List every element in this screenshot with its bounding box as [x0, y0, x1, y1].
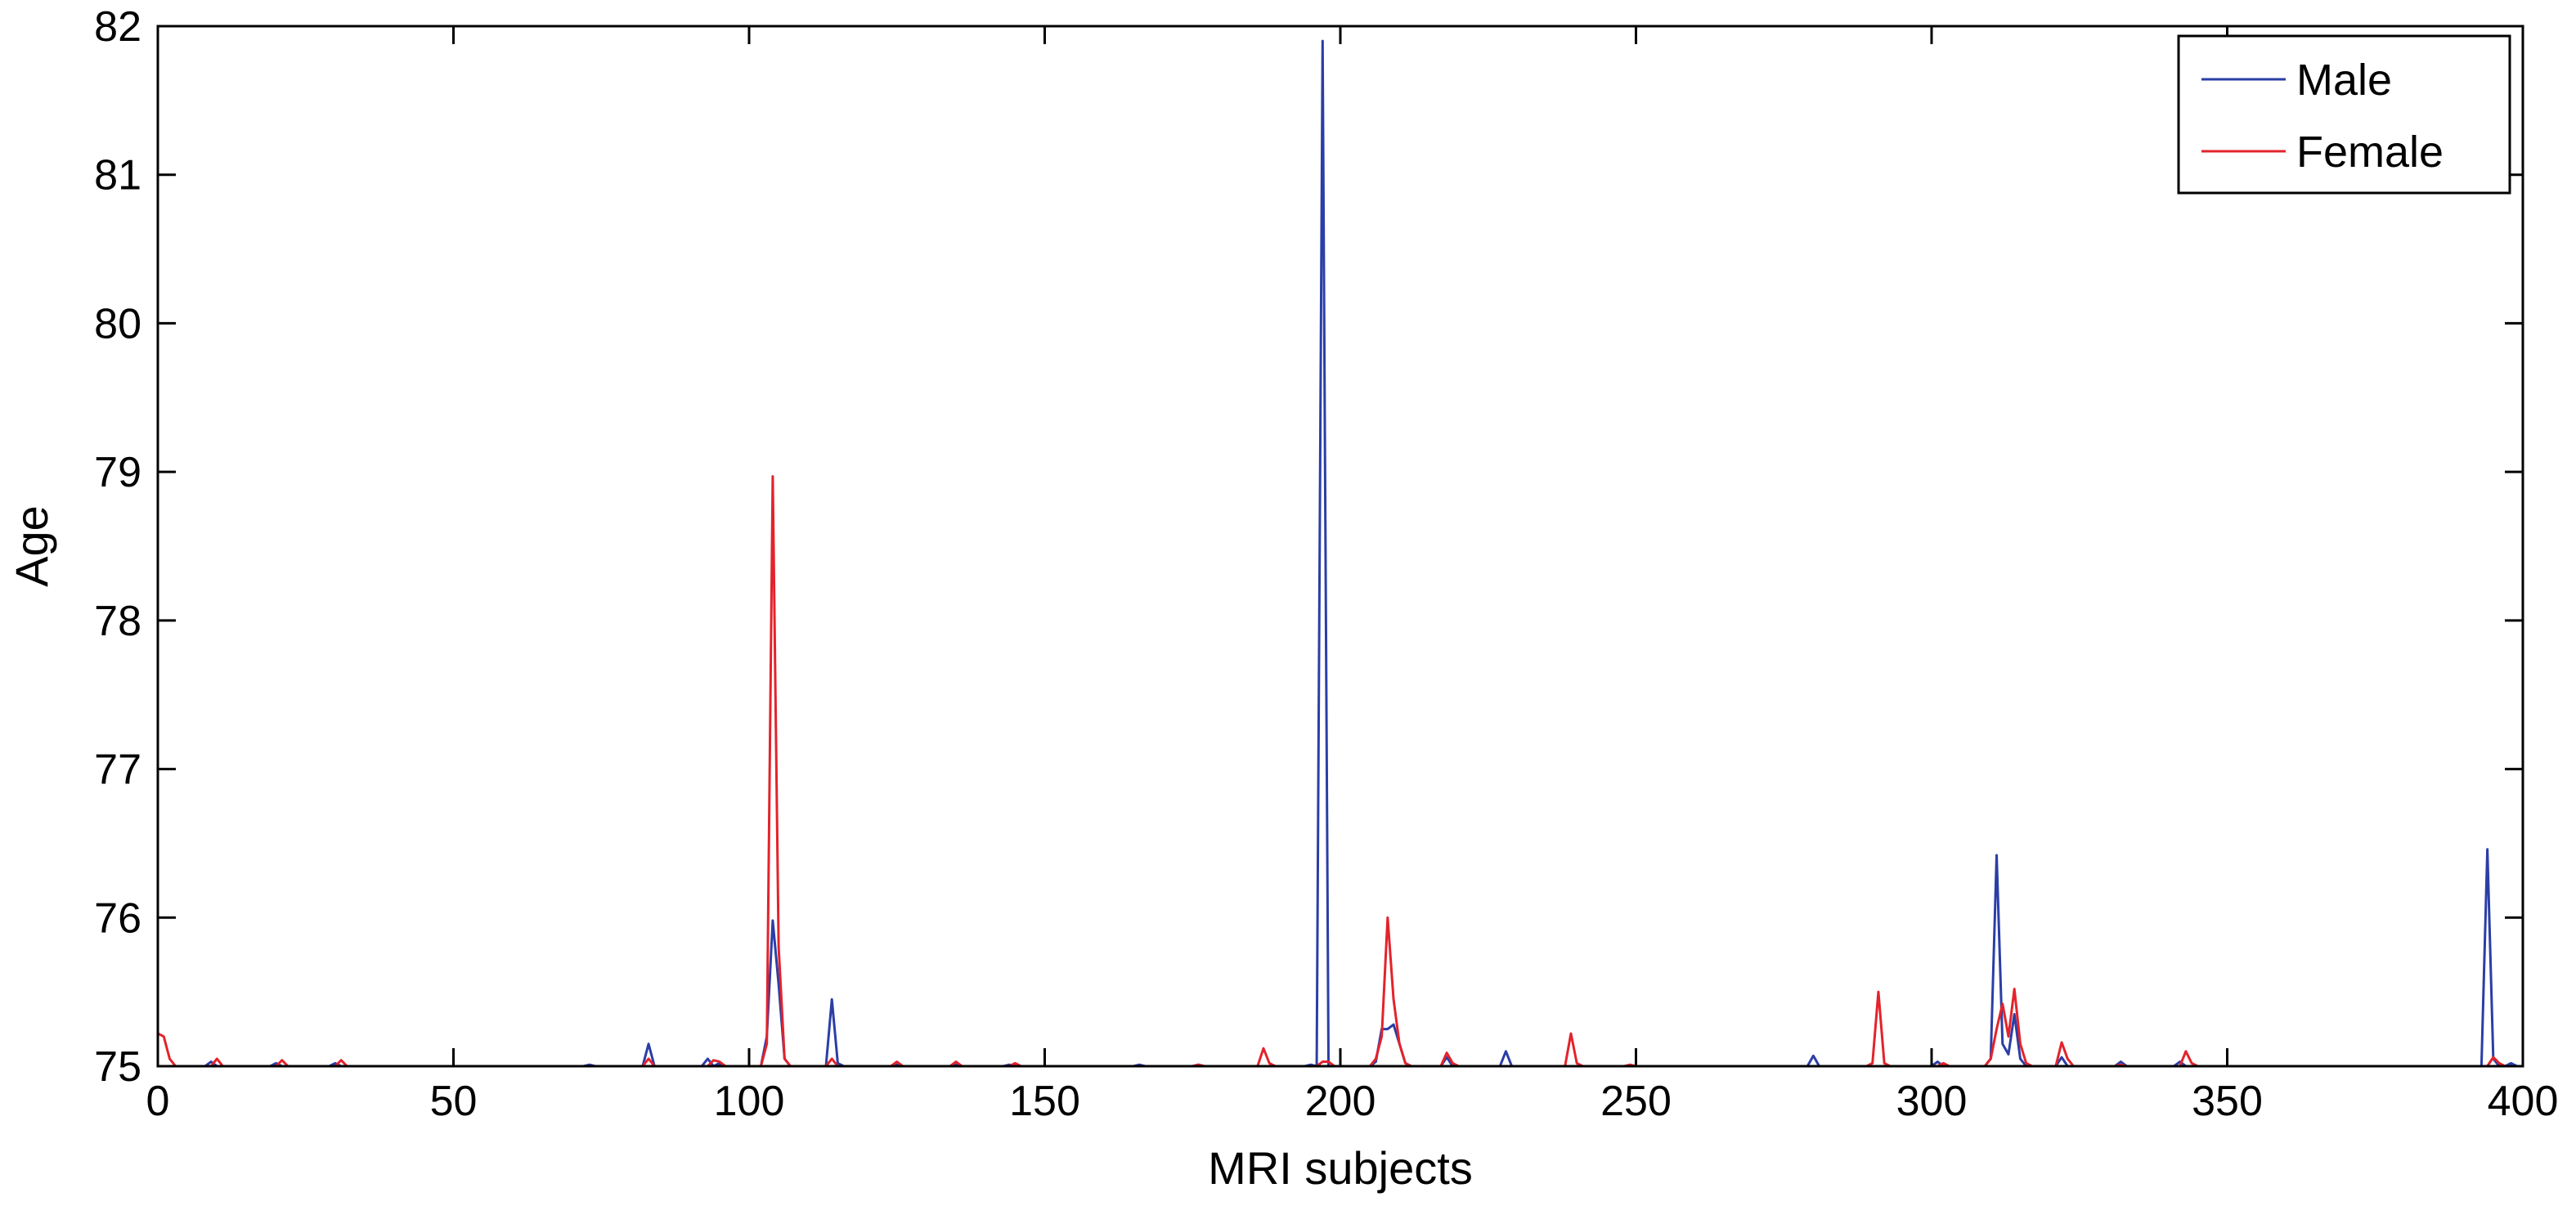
y-tick-label: 82: [94, 3, 141, 51]
x-tick-label: 400: [2488, 1078, 2559, 1125]
legend-label-female: Female: [2296, 128, 2444, 177]
y-tick-label: 75: [94, 1043, 141, 1091]
y-tick-label: 79: [94, 449, 141, 496]
y-tick-label: 76: [94, 894, 141, 942]
x-tick-label: 250: [1600, 1078, 1672, 1125]
legend: Male Female: [2177, 34, 2511, 195]
plot-area-background: [158, 26, 2523, 1066]
y-tick-label: 80: [94, 300, 141, 347]
x-tick-label: 300: [1896, 1078, 1968, 1125]
x-tick-label: 100: [714, 1078, 785, 1125]
y-axis-label: Age: [6, 505, 57, 587]
x-tick-label: 150: [1009, 1078, 1080, 1125]
y-tick-label: 81: [94, 152, 141, 200]
x-tick-label: 50: [430, 1078, 478, 1125]
y-tick-label: 78: [94, 598, 141, 645]
plot-frame: [156, 25, 2524, 1068]
x-tick-label: 0: [146, 1078, 170, 1125]
tick-label-layer: 0 50 100 150 200 250 300 350 400 75 76 77 78 79 80 81 82: [94, 3, 2558, 1125]
y-tick-label: 77: [94, 746, 141, 794]
x-axis-label: MRI subjects: [1208, 1142, 1473, 1194]
legend-label-male: Male: [2296, 56, 2392, 105]
legend-box: [2177, 34, 2511, 195]
x-tick-label: 350: [2192, 1078, 2263, 1125]
x-tick-label: 200: [1305, 1078, 1376, 1125]
